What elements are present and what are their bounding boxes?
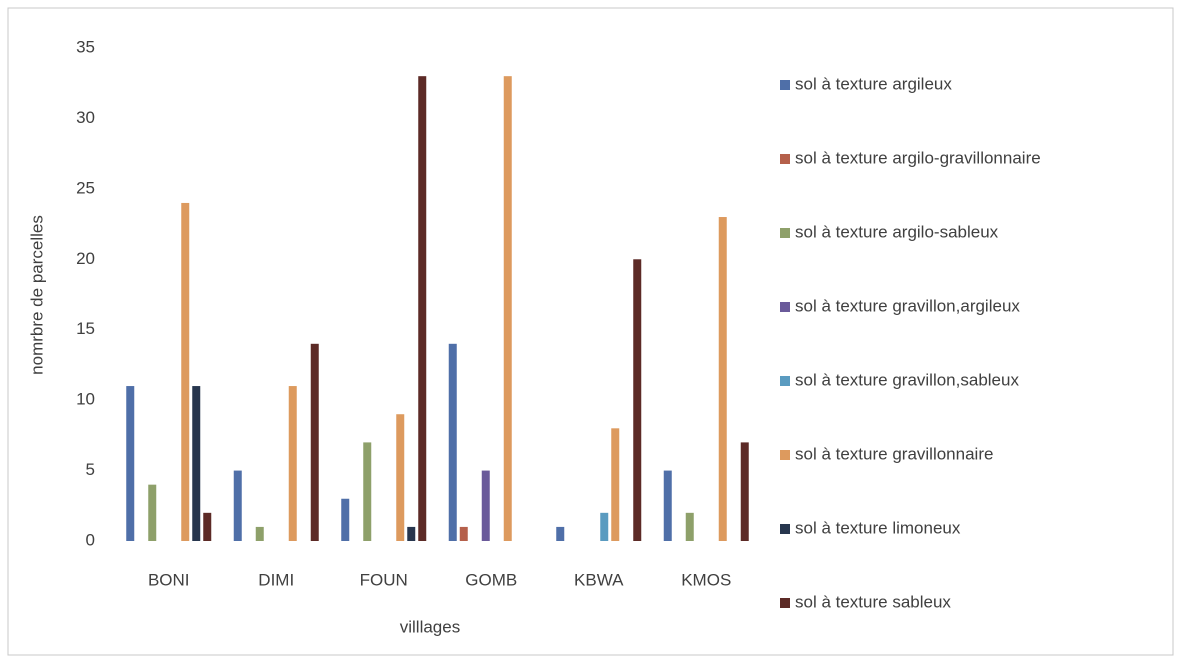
bar: [341, 498, 350, 541]
y-axis-label: nomrbre de parcelles: [27, 215, 46, 375]
bar: [685, 512, 694, 541]
legend-marker: [780, 450, 790, 460]
legend-marker: [780, 524, 790, 534]
bar: [288, 386, 297, 541]
legend-label: sol à texture sableux: [795, 592, 951, 611]
x-tick-label: GOMB: [465, 570, 517, 589]
legend-label: sol à texture argilo-sableux: [795, 222, 999, 241]
bar: [503, 76, 512, 542]
x-tick-label: DIMI: [258, 570, 294, 589]
bar: [126, 386, 135, 541]
legend-label: sol à texture limoneux: [795, 518, 961, 537]
bar: [396, 414, 405, 541]
y-tick-label: 35: [76, 37, 95, 56]
bar: [663, 470, 672, 541]
legend-marker: [780, 302, 790, 312]
x-tick-label: KMOS: [681, 570, 731, 589]
bar: [363, 442, 372, 541]
legend-marker: [780, 80, 790, 90]
x-tick-label: BONI: [148, 570, 190, 589]
legend-label: sol à texture gravillon,argileux: [795, 296, 1020, 315]
bar: [718, 217, 727, 541]
legend-label: sol à texture gravillon,sableux: [795, 370, 1019, 389]
chart-border: [7, 7, 1174, 656]
legend-marker: [780, 376, 790, 386]
bar: [148, 484, 157, 541]
legend-label: sol à texture argilo-gravillonnaire: [795, 148, 1041, 167]
bar: [556, 526, 565, 541]
y-tick-label: 10: [76, 390, 95, 409]
bar: [481, 470, 490, 541]
bar: [740, 442, 749, 541]
legend-marker: [780, 598, 790, 608]
bar: [600, 512, 609, 541]
x-axis-label: villlages: [400, 617, 460, 636]
y-tick-label: 0: [86, 530, 95, 549]
bar: [407, 526, 416, 541]
bar: [233, 470, 242, 541]
bar: [255, 526, 264, 541]
y-tick-label: 20: [76, 249, 95, 268]
bar: [633, 259, 642, 541]
x-tick-label: FOUN: [360, 570, 408, 589]
bar: [203, 512, 212, 541]
legend-label: sol à texture gravillonnaire: [795, 444, 993, 463]
bar: [448, 343, 457, 541]
legend-marker: [780, 154, 790, 164]
y-tick-label: 25: [76, 178, 95, 197]
bar: [418, 76, 427, 542]
bar: [459, 526, 468, 541]
legend-label: sol à texture argileux: [795, 74, 952, 93]
legend-marker: [780, 228, 790, 238]
bar: [310, 343, 319, 541]
bar: [181, 202, 190, 541]
bar: [192, 386, 201, 541]
y-tick-label: 30: [76, 108, 95, 127]
x-tick-label: KBWA: [574, 570, 624, 589]
y-tick-label: 5: [86, 460, 95, 479]
y-tick-label: 15: [76, 319, 95, 338]
bar: [611, 428, 620, 541]
